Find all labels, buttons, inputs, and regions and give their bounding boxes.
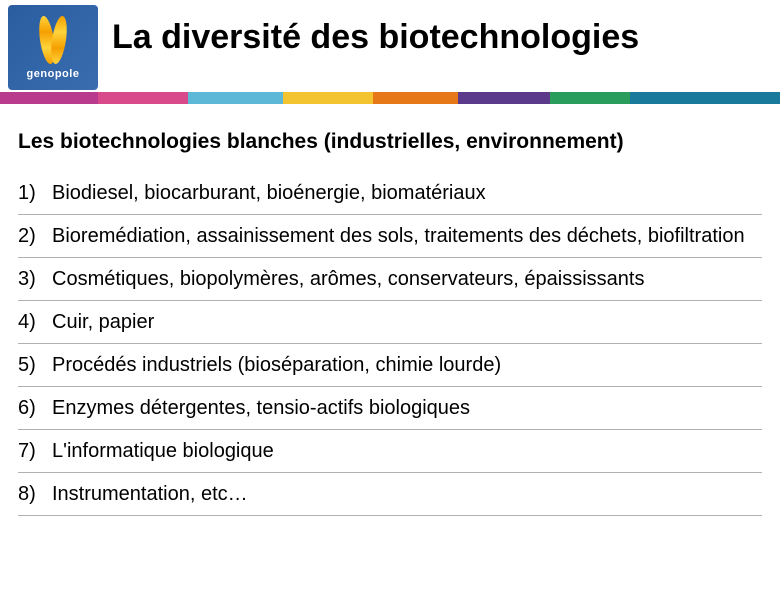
genopole-logo: genopole <box>8 5 98 90</box>
dna-helix-icon <box>38 16 68 66</box>
logo-text: genopole <box>27 68 80 80</box>
color-segment <box>458 92 550 104</box>
list-item: Biodiesel, biocarburant, bioénergie, bio… <box>18 172 762 215</box>
list-item: Instrumentation, etc… <box>18 473 762 516</box>
biotech-list: Biodiesel, biocarburant, bioénergie, bio… <box>18 172 762 516</box>
list-item: Procédés industriels (bioséparation, chi… <box>18 344 762 387</box>
slide-title: La diversité des biotechnologies <box>112 18 639 57</box>
color-bar <box>0 92 780 104</box>
list-item: Cuir, papier <box>18 301 762 344</box>
slide-content: Les biotechnologies blanches (industriel… <box>0 100 780 516</box>
list-item: Enzymes détergentes, tensio-actifs biolo… <box>18 387 762 430</box>
subtitle: Les biotechnologies blanches (industriel… <box>18 130 762 154</box>
list-item: Cosmétiques, biopolymères, arômes, conse… <box>18 258 762 301</box>
color-segment <box>550 92 630 104</box>
list-item: Bioremédiation, assainissement des sols,… <box>18 215 762 258</box>
color-segment <box>283 92 373 104</box>
color-segment <box>373 92 458 104</box>
slide-header: genopole La diversité des biotechnologie… <box>0 0 780 100</box>
list-item: L'informatique biologique <box>18 430 762 473</box>
color-segment <box>630 92 780 104</box>
color-segment <box>188 92 283 104</box>
color-segment <box>0 92 98 104</box>
color-segment <box>98 92 188 104</box>
